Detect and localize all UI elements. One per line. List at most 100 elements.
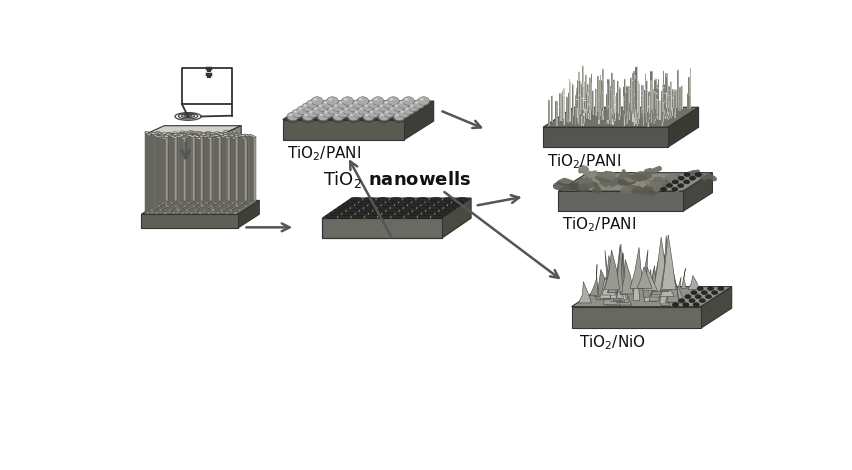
Ellipse shape: [181, 133, 186, 135]
Bar: [652, 89, 653, 110]
Bar: [190, 137, 194, 207]
Bar: [226, 132, 227, 213]
Bar: [153, 135, 155, 208]
Bar: [188, 136, 193, 208]
Ellipse shape: [286, 112, 298, 121]
Bar: [236, 136, 240, 205]
Bar: [582, 108, 584, 118]
Bar: [657, 88, 658, 115]
Polygon shape: [687, 275, 699, 290]
Bar: [606, 94, 607, 122]
Polygon shape: [558, 172, 711, 191]
Bar: [633, 110, 635, 125]
Bar: [166, 133, 169, 211]
Ellipse shape: [346, 106, 360, 113]
Bar: [164, 134, 166, 213]
Ellipse shape: [643, 89, 646, 90]
Bar: [243, 135, 245, 208]
Bar: [653, 79, 655, 117]
Ellipse shape: [683, 172, 689, 176]
Ellipse shape: [331, 106, 344, 113]
Ellipse shape: [247, 134, 251, 136]
Bar: [164, 138, 166, 203]
Bar: [177, 137, 179, 204]
Bar: [680, 86, 682, 109]
Bar: [147, 132, 149, 213]
Bar: [164, 137, 168, 201]
Ellipse shape: [223, 133, 227, 134]
Ellipse shape: [584, 98, 585, 99]
Bar: [584, 99, 585, 108]
Bar: [221, 137, 223, 204]
Bar: [245, 135, 247, 205]
Ellipse shape: [193, 135, 197, 136]
Bar: [642, 91, 643, 117]
Ellipse shape: [377, 115, 390, 122]
Ellipse shape: [348, 112, 360, 121]
Bar: [601, 80, 602, 118]
Bar: [642, 111, 643, 126]
Bar: [177, 137, 181, 204]
Ellipse shape: [389, 197, 401, 201]
Bar: [656, 99, 657, 114]
Ellipse shape: [356, 97, 368, 105]
Ellipse shape: [641, 85, 643, 86]
Bar: [184, 138, 186, 201]
Ellipse shape: [390, 206, 402, 210]
Bar: [243, 135, 245, 207]
Bar: [181, 134, 184, 208]
Ellipse shape: [338, 101, 343, 104]
Bar: [618, 86, 619, 120]
Bar: [674, 91, 676, 118]
Bar: [170, 135, 173, 204]
Ellipse shape: [320, 103, 334, 110]
Bar: [201, 136, 204, 207]
Polygon shape: [620, 252, 625, 295]
Bar: [194, 135, 197, 205]
Ellipse shape: [671, 97, 672, 98]
Ellipse shape: [631, 89, 633, 90]
Ellipse shape: [389, 107, 394, 110]
Bar: [188, 132, 193, 213]
Ellipse shape: [635, 66, 637, 67]
Bar: [162, 135, 164, 204]
Ellipse shape: [321, 112, 334, 119]
Ellipse shape: [440, 209, 451, 213]
Ellipse shape: [321, 100, 333, 108]
Bar: [583, 66, 584, 108]
Ellipse shape: [162, 133, 166, 135]
Bar: [636, 90, 637, 117]
Ellipse shape: [341, 100, 354, 107]
Bar: [610, 89, 612, 108]
Bar: [188, 132, 191, 213]
Ellipse shape: [626, 86, 628, 87]
Bar: [234, 138, 236, 203]
Ellipse shape: [648, 96, 649, 97]
Ellipse shape: [219, 133, 223, 134]
Bar: [598, 101, 599, 124]
Bar: [176, 134, 180, 211]
Ellipse shape: [350, 197, 361, 201]
Ellipse shape: [331, 115, 344, 122]
Bar: [550, 96, 551, 122]
Ellipse shape: [186, 135, 190, 136]
Ellipse shape: [343, 98, 348, 101]
Bar: [199, 133, 201, 212]
Ellipse shape: [371, 100, 384, 107]
Ellipse shape: [568, 81, 570, 82]
Bar: [180, 132, 181, 213]
Bar: [563, 89, 565, 125]
Bar: [226, 135, 230, 212]
Bar: [212, 136, 214, 204]
Bar: [592, 91, 594, 115]
Ellipse shape: [616, 80, 618, 81]
Ellipse shape: [663, 84, 665, 85]
Ellipse shape: [618, 88, 620, 89]
Bar: [606, 107, 607, 125]
Ellipse shape: [403, 197, 415, 201]
Ellipse shape: [322, 109, 334, 118]
Bar: [158, 132, 160, 212]
Ellipse shape: [306, 112, 320, 119]
Ellipse shape: [234, 135, 239, 137]
Bar: [225, 133, 227, 208]
